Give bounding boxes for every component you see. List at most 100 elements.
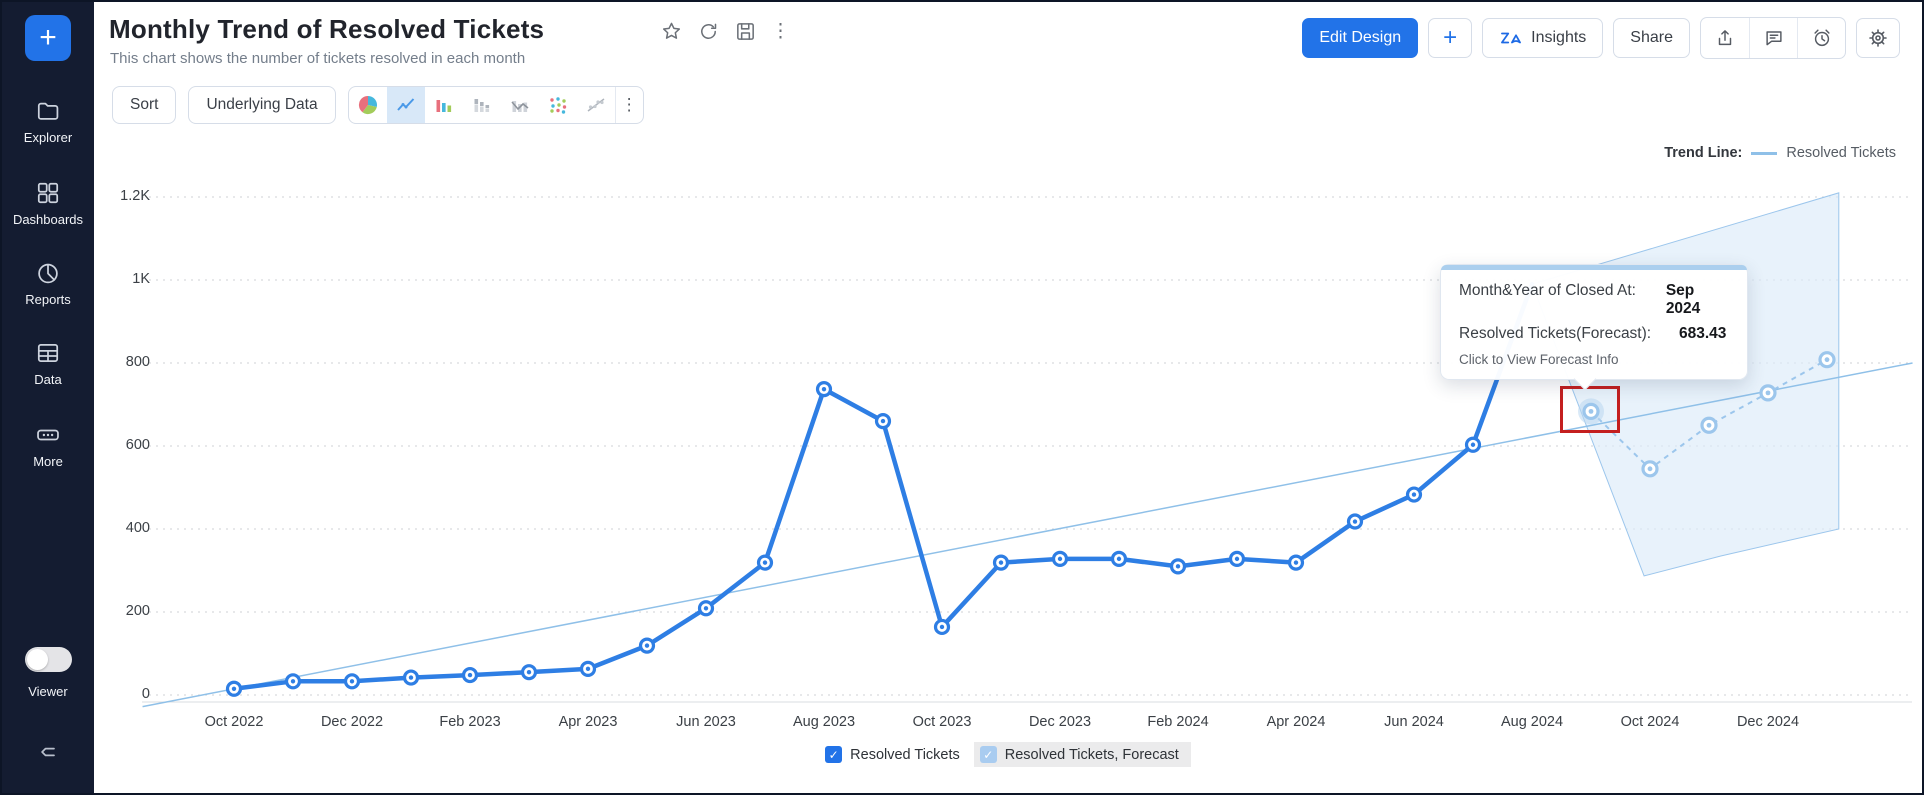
favorite-star-icon[interactable] — [660, 20, 683, 43]
collapse-icon — [41, 747, 55, 757]
ellipsis-icon — [37, 429, 59, 441]
legend-item-resolved-tickets[interactable]: ✓ Resolved Tickets — [825, 746, 960, 763]
sidebar-item-more[interactable]: More — [2, 422, 94, 469]
trend-line-series: Resolved Tickets — [1786, 145, 1896, 161]
legend-item-forecast[interactable]: ✓ Resolved Tickets, Forecast — [973, 742, 1191, 767]
tooltip-value: 683.43 — [1679, 325, 1727, 342]
y-tick-label: 400 — [125, 520, 150, 536]
checkbox-checked-icon[interactable]: ✓ — [825, 746, 843, 763]
viewer-mode-toggle[interactable] — [24, 647, 72, 672]
line-chart-icon — [396, 98, 414, 111]
chart-type-stacked-bar[interactable] — [463, 87, 501, 123]
x-tick-label: Dec 2024 — [1736, 714, 1800, 730]
x-tick-label: Apr 2023 — [558, 714, 618, 730]
sidebar-item-label: More — [33, 454, 63, 469]
x-tick-label: Aug 2023 — [792, 714, 856, 730]
x-tick-label: Oct 2024 — [1620, 714, 1680, 730]
stacked-bar-icon — [474, 99, 489, 112]
settings-button[interactable] — [1856, 18, 1900, 58]
y-tick-label: 1K — [132, 271, 150, 287]
x-tick-label: Aug 2024 — [1500, 714, 1564, 730]
chart-type-scatter-line[interactable] — [577, 87, 615, 123]
sort-button[interactable]: Sort — [112, 86, 177, 124]
chart-type-scatter[interactable] — [539, 87, 577, 123]
x-tick-label: Feb 2023 — [439, 714, 501, 730]
sidebar-item-label: Data — [34, 372, 62, 387]
plus-icon: + — [39, 21, 57, 54]
report-view: Monthly Trend of Resolved Tickets ⋮ This… — [94, 2, 1922, 793]
scatter-chart-icon — [549, 97, 566, 114]
folder-icon — [37, 102, 59, 120]
sidebar-item-label: Explorer — [23, 130, 73, 145]
y-tick-label: 1.2K — [120, 188, 150, 204]
y-tick-label: 800 — [125, 354, 150, 370]
edit-design-button[interactable]: Edit Design — [1302, 18, 1419, 58]
x-tick-label: Dec 2023 — [1028, 714, 1092, 730]
zia-icon — [1501, 32, 1522, 44]
tooltip-label: Month&Year of Closed At: — [1459, 282, 1636, 299]
x-tick-label: Jun 2024 — [1384, 714, 1444, 730]
sidebar-item-explorer[interactable]: Explorer — [2, 98, 94, 145]
trend-line-label: Trend Line: — [1664, 145, 1743, 161]
legend-label: Resolved Tickets, Forecast — [1004, 746, 1179, 763]
report-subtitle: This chart shows the number of tickets r… — [110, 50, 526, 67]
sidebar-item-label: Reports — [25, 292, 71, 307]
insights-button[interactable]: Insights — [1482, 18, 1604, 58]
share-button[interactable]: Share — [1613, 18, 1690, 58]
x-tick-label: Apr 2024 — [1266, 714, 1326, 730]
chart-type-switcher: ⋮ — [347, 86, 644, 124]
x-tick-label: Oct 2023 — [912, 714, 972, 730]
highlighted-point-box — [1560, 386, 1620, 433]
bar-chart-icon — [436, 100, 451, 112]
page-title: Monthly Trend of Resolved Tickets — [109, 14, 545, 44]
y-tick-label: 0 — [141, 686, 150, 702]
scatter-line-icon — [587, 98, 605, 112]
table-icon — [37, 344, 59, 362]
refresh-icon[interactable] — [697, 20, 720, 43]
tooltip-value: Sep 2024 — [1665, 282, 1701, 317]
tooltip-label: Resolved Tickets(Forecast): — [1459, 325, 1652, 342]
sidebar-item-data[interactable]: Data — [2, 340, 94, 387]
sidebar-item-label: Dashboards — [12, 212, 84, 227]
alarm-clock-icon — [1813, 29, 1830, 47]
toggle-knob — [26, 649, 48, 670]
line-chart — [142, 192, 1913, 708]
create-new-button[interactable]: + — [25, 15, 71, 61]
chart-canvas[interactable]: 0 200 400 600 800 1K 1.2K Oct 2022 Dec 2022 Feb … — [94, 2, 1922, 793]
collapse-sidebar-button[interactable] — [2, 740, 94, 764]
y-tick-label: 600 — [125, 437, 150, 453]
x-tick-label: Jun 2023 — [676, 714, 736, 730]
alerts-button[interactable] — [1797, 18, 1845, 58]
tooltip-footer[interactable]: Click to View Forecast Info — [1459, 352, 1619, 367]
sidebar-item-reports[interactable]: Reports — [2, 260, 94, 307]
checkbox-checked-icon[interactable]: ✓ — [979, 746, 997, 763]
pie-chart-icon — [38, 263, 58, 284]
series-legend: ✓ Resolved Tickets ✓ Resolved Tickets, F… — [94, 742, 1922, 767]
sidebar-item-dashboards[interactable]: Dashboards — [2, 180, 94, 227]
sidebar: + Explorer Dashboards Reports Data More … — [2, 2, 94, 793]
gear-icon — [1869, 29, 1887, 47]
combo-chart-icon — [510, 101, 529, 112]
viewer-label: Viewer — [28, 684, 68, 699]
title-more-icon[interactable]: ⋮ — [771, 21, 790, 42]
add-button[interactable]: + — [1428, 18, 1473, 58]
insights-label: Insights — [1531, 29, 1587, 46]
pie-chart-icon — [358, 95, 377, 115]
chart-type-more-icon[interactable]: ⋮ — [614, 87, 643, 123]
chart-type-line[interactable] — [386, 87, 425, 123]
chart-type-pie[interactable] — [349, 87, 387, 123]
legend-label: Resolved Tickets — [850, 746, 960, 763]
export-button[interactable] — [1701, 18, 1749, 58]
chart-type-bar-line-combo[interactable] — [501, 87, 539, 123]
chart-type-bar[interactable] — [425, 87, 463, 123]
dashboards-grid-icon — [37, 182, 59, 204]
export-icon — [1718, 30, 1732, 46]
trend-line-swatch — [1751, 151, 1778, 155]
y-tick-label: 200 — [125, 603, 150, 619]
x-tick-label: Oct 2022 — [204, 714, 264, 730]
trend-line-legend: Trend Line: Resolved Tickets — [1664, 145, 1896, 161]
underlying-data-button[interactable]: Underlying Data — [188, 86, 336, 124]
comments-button[interactable] — [1749, 18, 1797, 58]
save-icon[interactable] — [734, 20, 757, 43]
